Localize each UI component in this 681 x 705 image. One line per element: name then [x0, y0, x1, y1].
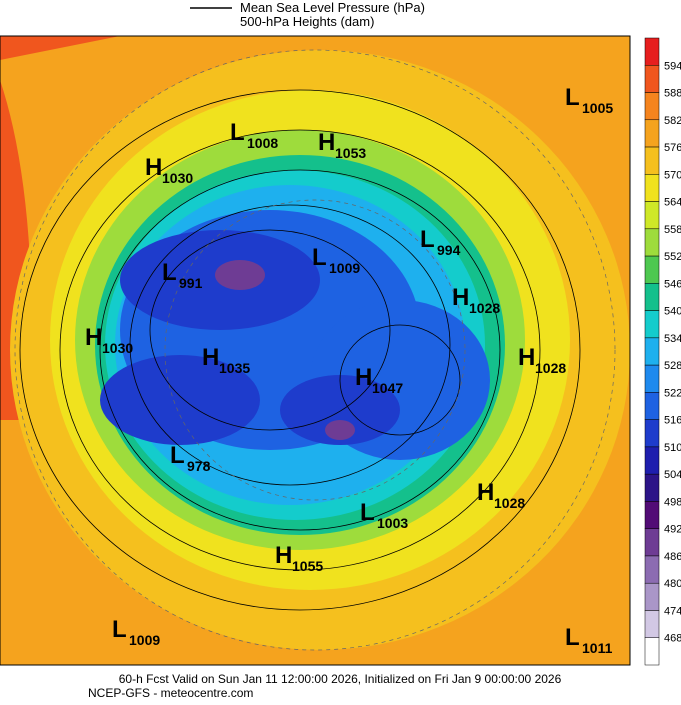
colorbar-label: 540 [664, 306, 681, 318]
center-value: 1011 [582, 640, 613, 656]
center-letter: H [318, 129, 335, 156]
colorbar-label: 576 [664, 142, 681, 154]
colorbar-label: 564 [664, 197, 681, 209]
legend-text: 500-hPa Heights (dam) [240, 14, 374, 29]
center-letter: H [518, 344, 535, 371]
center-value: 994 [437, 242, 461, 258]
colorbar-label: 582 [664, 115, 681, 127]
colorbar-label: 486 [664, 551, 681, 563]
colorbar-label: 480 [664, 578, 681, 590]
center-letter: L [565, 84, 580, 111]
colorbar-label: 498 [664, 496, 681, 508]
colorbar-label: 552 [664, 251, 681, 263]
colorbar-box [644, 146, 660, 175]
colorbar-label: 504 [664, 469, 681, 481]
map-field [0, 36, 630, 665]
center-letter: L [420, 226, 435, 253]
center-value: 1028 [535, 360, 566, 376]
center-letter: L [230, 119, 245, 146]
colorbar-label: 510 [664, 442, 681, 454]
colorbar-box [644, 174, 660, 202]
colorbar-box [644, 392, 660, 420]
colorbar-box [644, 582, 660, 611]
map-frame [0, 35, 631, 666]
colorbar-box [644, 228, 660, 257]
colorbar-box [644, 283, 660, 311]
colorbar-box [644, 419, 660, 448]
legend-text: Mean Sea Level Pressure (hPa) [240, 0, 425, 15]
center-value: 1008 [247, 135, 278, 151]
colorbar-box [644, 65, 660, 93]
center-letter: L [312, 244, 327, 271]
colorbar-label: 558 [664, 224, 681, 236]
center-letter: H [275, 542, 292, 569]
colorbar-box [644, 201, 660, 230]
center-value: 1053 [335, 145, 366, 161]
colorbar-box [644, 555, 660, 584]
colorbar-label: 522 [664, 387, 681, 399]
colorbar-label: 492 [664, 524, 681, 536]
center-value: 1030 [102, 340, 133, 356]
center-value: 1005 [582, 100, 613, 116]
center-letter: H [355, 364, 372, 391]
footer-text: 60-h Fcst Valid on Sun Jan 11 12:00:00 2… [119, 672, 562, 686]
center-value: 1003 [377, 515, 408, 531]
center-letter: H [85, 324, 102, 351]
colorbar-box [644, 364, 660, 393]
center-letter: L [112, 616, 127, 643]
center-value: 1035 [219, 360, 250, 376]
center-value: 991 [179, 275, 203, 291]
colorbar-box [644, 610, 660, 638]
center-letter: L [565, 624, 580, 651]
colorbar-label: 546 [664, 278, 681, 290]
colorbar-box [644, 310, 660, 339]
center-value: 1030 [162, 170, 193, 186]
center-value: 1028 [494, 495, 525, 511]
colorbar-box [644, 255, 660, 284]
colorbar-box [644, 473, 660, 502]
center-letter: H [145, 154, 162, 181]
colorbar-box [644, 501, 660, 529]
colorbar: 594 588 582 576 570 564 558 552 546 540 534 528 522 5… [644, 37, 681, 666]
center-letter: L [170, 442, 185, 469]
footer-text: NCEP-GFS - meteocentre.com [88, 686, 253, 700]
center-letter: L [162, 259, 177, 286]
colorbar-box [644, 337, 660, 366]
colorbar-label: 588 [664, 88, 681, 100]
center-value: 1009 [129, 632, 160, 648]
colorbar-label: 474 [664, 605, 681, 617]
colorbar-box [644, 37, 660, 66]
center-letter: L [360, 499, 375, 526]
colorbar-box [644, 92, 660, 121]
colorbar-box [644, 528, 660, 557]
center-value: 1028 [469, 300, 500, 316]
center-value: 1009 [329, 260, 360, 276]
center-letter: H [477, 479, 494, 506]
center-value: 1047 [372, 380, 403, 396]
center-letter: H [452, 284, 469, 311]
colorbar-label: 594 [664, 60, 681, 72]
colorbar-box [644, 446, 660, 475]
center-value: 1055 [292, 558, 323, 574]
colorbar-label: 468 [664, 633, 681, 645]
colorbar-box [644, 119, 660, 148]
colorbar-label: 570 [664, 169, 681, 181]
colorbar-box [644, 637, 660, 666]
colorbar-label: 534 [664, 333, 681, 345]
colorbar-label: 528 [664, 360, 681, 372]
colorbar-label: 516 [664, 415, 681, 427]
center-letter: H [202, 344, 219, 371]
center-value: 978 [187, 458, 211, 474]
